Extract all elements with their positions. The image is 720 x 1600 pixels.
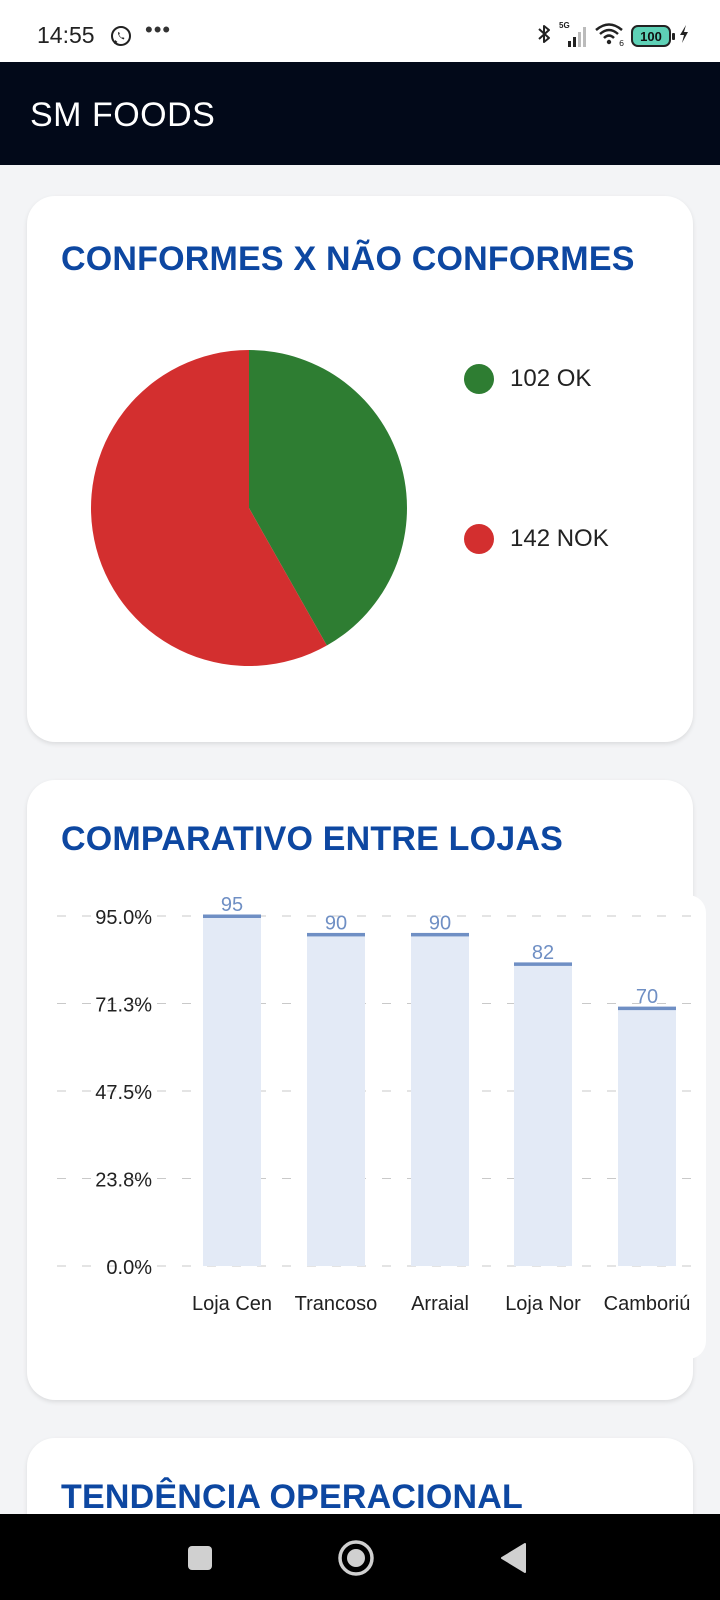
bar[interactable] (411, 934, 469, 1266)
bar-top-line (411, 932, 469, 937)
app-bar: SM FOODS (0, 62, 720, 165)
bar-top-line (307, 932, 365, 937)
trend-card-title: TENDÊNCIA OPERACIONAL (61, 1478, 523, 1516)
x-category-label: Trancoso (295, 1293, 378, 1315)
legend-label-nok: 142 NOK (510, 525, 609, 552)
bar-value-label: 82 (532, 942, 554, 964)
bar-chart-panel[interactable]: 95.0% 71.3% 47.5% 23.8% 0.0% 95 Loja Cen 90 Tran… (27, 895, 706, 1359)
status-icons: 5G 6 100 (536, 21, 690, 52)
bar[interactable] (203, 916, 261, 1266)
store-comparison-title: COMPARATIVO ENTRE LOJAS (61, 820, 564, 858)
legend-item-nok: 142 NOK (464, 524, 609, 554)
network-type: 5G (559, 21, 570, 30)
bar-top-line (203, 914, 261, 918)
y-tick-label: 71.3% (95, 995, 152, 1017)
store-comparison-bar-chart: 95.0% 71.3% 47.5% 23.8% 0.0% 95 Loja Cen 90 Tran… (57, 895, 695, 1315)
charging-icon (678, 24, 690, 49)
triangle-back-icon (501, 1543, 526, 1573)
conformity-card: CONFORMES X NÃO CONFORMES 102 OK 142 NOK (27, 196, 693, 742)
app-title: SM FOODS (30, 96, 216, 134)
x-category-label: Loja Cen (192, 1293, 272, 1315)
bar-value-label: 90 (325, 912, 347, 934)
bar[interactable] (618, 1008, 676, 1266)
svg-text:6: 6 (619, 39, 624, 47)
whatsapp-icon (110, 25, 132, 52)
status-bar: 14:55 ••• 5G (0, 0, 720, 62)
system-nav-bar (0, 1514, 720, 1600)
legend-dot-nok (464, 524, 494, 554)
store-comparison-card: COMPARATIVO ENTRE LOJAS 95.0% 71.3% 47.5% 2… (27, 780, 706, 1400)
y-tick-label: 95.0% (95, 907, 152, 929)
bar-value-label: 95 (221, 895, 243, 916)
legend-dot-ok (464, 364, 494, 394)
back-button[interactable] (490, 1534, 538, 1582)
battery-icon: 100 (631, 25, 675, 47)
bar-value-label: 90 (429, 912, 451, 934)
wifi-icon: 6 (594, 21, 624, 52)
bar[interactable] (307, 934, 365, 1266)
bar-top-line (618, 1006, 676, 1011)
conformity-pie-chart (90, 350, 407, 666)
legend-label-ok: 102 OK (510, 365, 592, 392)
home-button[interactable] (332, 1534, 380, 1582)
bar-top-line (514, 962, 572, 966)
y-tick-label: 0.0% (106, 1257, 152, 1279)
conformity-card-title: CONFORMES X NÃO CONFORMES (61, 240, 635, 278)
pie-slice-ok[interactable] (249, 350, 407, 646)
pie-slice-nok[interactable] (90, 350, 327, 666)
status-time: 14:55 (37, 22, 95, 48)
recents-button[interactable] (176, 1534, 224, 1582)
legend-item-ok: 102 OK (464, 364, 591, 394)
y-tick-label: 23.8% (95, 1170, 152, 1192)
bluetooth-icon (536, 22, 552, 51)
y-tick-label: 47.5% (95, 1082, 152, 1104)
x-category-label: Camboriú (604, 1293, 691, 1315)
square-icon (188, 1546, 212, 1570)
circle-icon (338, 1540, 374, 1576)
x-category-label: Arraial (411, 1293, 469, 1315)
overflow-icon: ••• (145, 17, 172, 42)
signal-icon: 5G (559, 21, 587, 49)
bar[interactable] (514, 963, 572, 1266)
x-category-label: Loja Nor (505, 1293, 581, 1315)
bar-value-label: 70 (636, 986, 658, 1008)
